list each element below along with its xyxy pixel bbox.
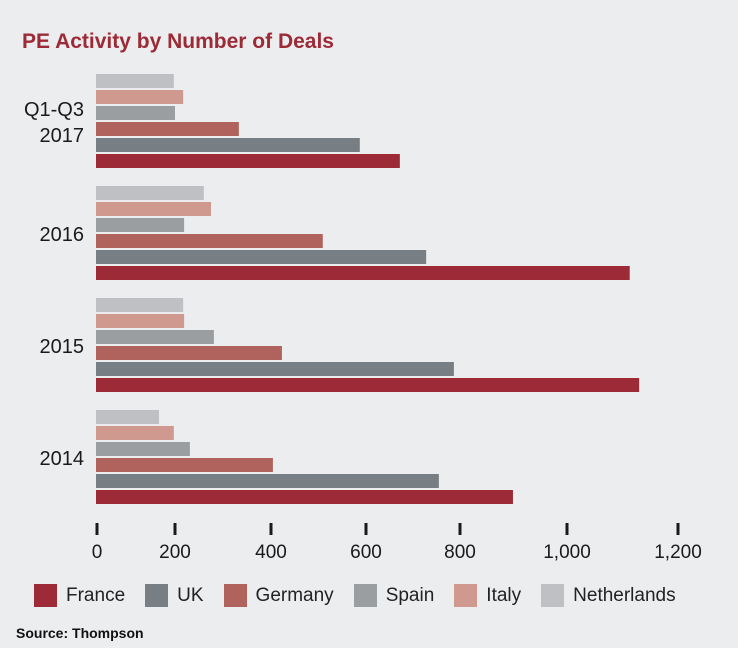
bar-germany-0	[96, 122, 239, 136]
legend: France UK Germany Spain Italy Netherlands	[34, 584, 696, 607]
bar-germany-2	[96, 346, 282, 360]
bar-germany-3	[96, 458, 273, 472]
bar-germany-1	[96, 234, 323, 248]
bar-france-1	[96, 266, 630, 280]
legend-swatch	[541, 584, 565, 607]
legend-item-uk: UK	[145, 584, 204, 607]
source-note: Source: Thompson	[16, 625, 144, 641]
bar-uk-2	[96, 362, 454, 376]
legend-swatch	[223, 584, 247, 607]
x-tick-mark	[364, 523, 368, 535]
x-tick-mark	[676, 523, 680, 535]
bar-france-3	[96, 490, 513, 504]
x-tick-label: 1,200	[654, 542, 702, 563]
x-tick-mark	[458, 523, 462, 535]
bar-italy-1	[96, 202, 211, 216]
bar-netherlands-3	[96, 410, 160, 424]
chart-title: PE Activity by Number of Deals	[22, 30, 334, 53]
legend-swatch	[34, 584, 57, 607]
legend-item-spain: Spain	[353, 584, 435, 607]
legend-label: France	[66, 584, 126, 606]
x-tick-label: 1,000	[543, 542, 591, 563]
category-label: 2017	[40, 125, 85, 147]
category-label: Q1-Q3	[24, 99, 84, 121]
legend-item-netherlands: Netherlands	[541, 584, 676, 607]
category-label: 2014	[40, 448, 85, 470]
bar-italy-0	[96, 90, 184, 104]
bar-netherlands-2	[96, 298, 184, 312]
bar-spain-2	[96, 330, 214, 344]
x-tick-label: 200	[159, 542, 191, 563]
bar-spain-0	[96, 106, 175, 120]
x-tick-mark	[95, 523, 99, 535]
legend-label: Germany	[255, 584, 334, 606]
bar-uk-0	[96, 138, 360, 152]
legend-swatch	[353, 584, 377, 607]
legend-item-italy: Italy	[454, 584, 521, 607]
x-tick-label: 800	[444, 542, 476, 563]
legend-swatch	[454, 584, 478, 607]
legend-item-france: France	[34, 584, 125, 607]
bar-italy-3	[96, 426, 174, 440]
x-tick-label: 600	[350, 542, 382, 563]
bar-uk-1	[96, 250, 427, 264]
category-label: 2015	[40, 336, 85, 358]
category-label: 2016	[40, 224, 85, 246]
bar-spain-1	[96, 218, 185, 232]
x-tick-label: 400	[255, 542, 287, 563]
x-tick-mark	[173, 523, 177, 535]
bar-netherlands-0	[96, 74, 174, 88]
legend-label: Netherlands	[573, 584, 676, 606]
bar-spain-3	[96, 442, 190, 456]
legend-swatch	[145, 584, 169, 607]
legend-item-germany: Germany	[223, 584, 334, 607]
x-tick-mark	[269, 523, 273, 535]
legend-label: Italy	[486, 584, 522, 606]
bar-uk-3	[96, 474, 439, 488]
x-tick-mark	[565, 523, 569, 535]
bar-italy-2	[96, 314, 185, 328]
bar-france-0	[96, 154, 400, 168]
x-tick-label: 0	[92, 542, 103, 563]
bar-chart: Q1-Q3 2017 2016 2015 2014 0 200 400 600 800 1,000 1…	[24, 74, 702, 563]
legend-label: Spain	[385, 584, 435, 606]
legend-label: UK	[177, 584, 204, 606]
bar-france-2	[96, 378, 640, 392]
bar-netherlands-1	[96, 186, 204, 200]
